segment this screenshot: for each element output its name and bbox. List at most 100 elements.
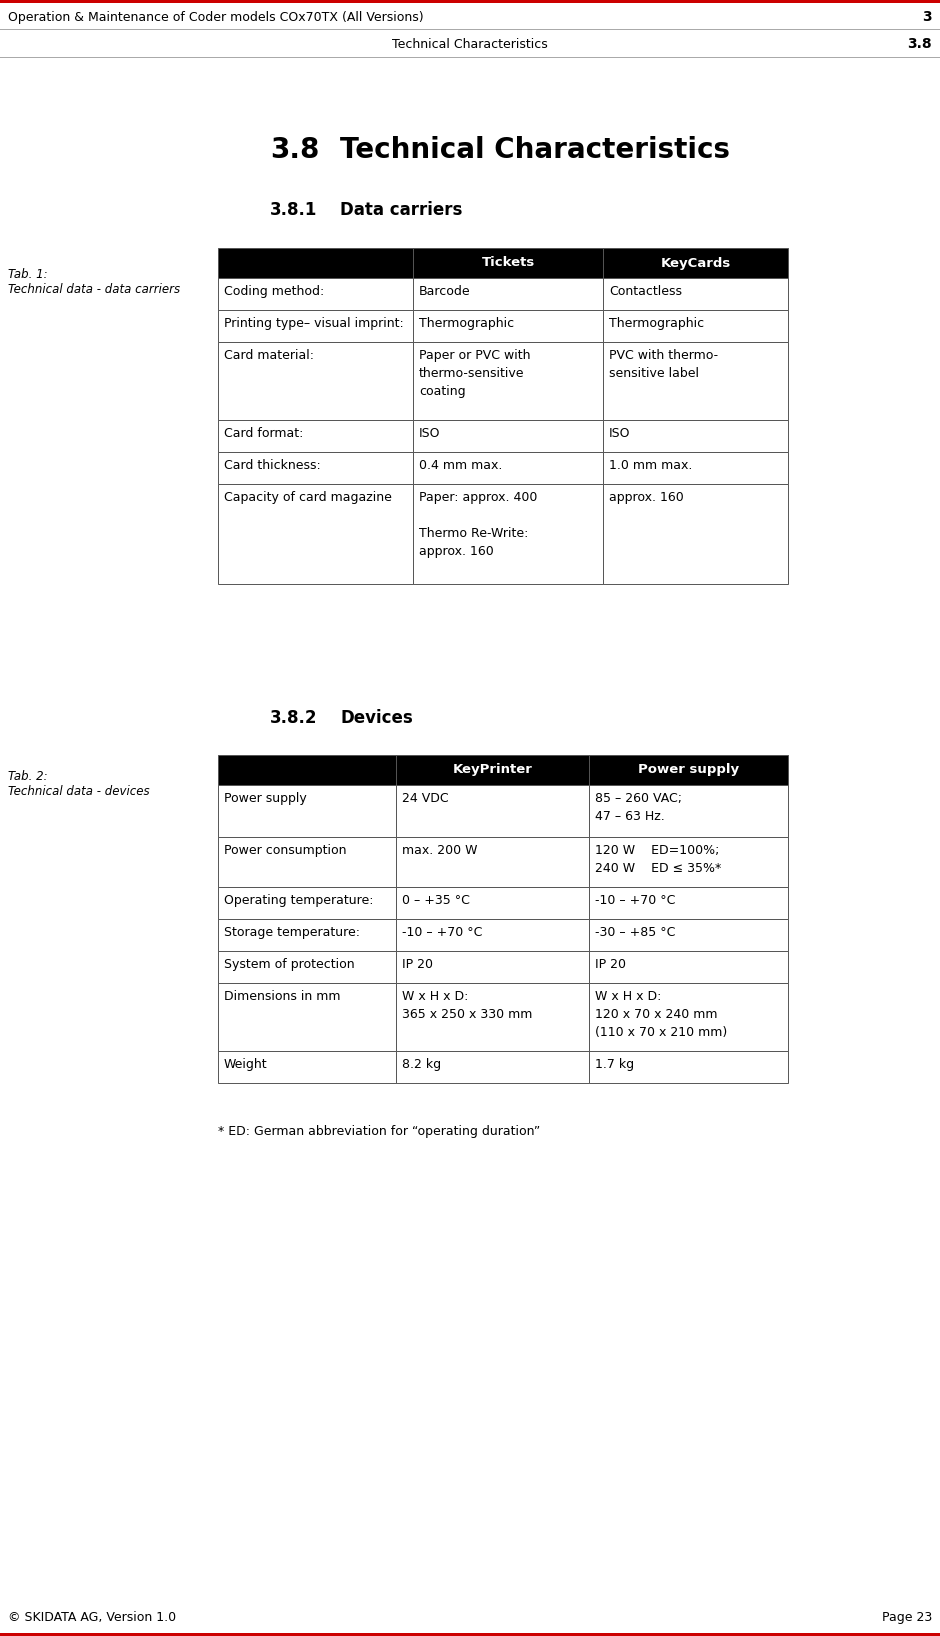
Text: max. 200 W: max. 200 W <box>402 844 478 857</box>
Bar <box>218 887 396 919</box>
Bar <box>0 1633 940 1636</box>
Bar <box>396 754 589 785</box>
Bar <box>589 887 788 919</box>
Bar <box>218 919 396 951</box>
Bar <box>589 754 788 785</box>
Bar <box>603 309 788 342</box>
Text: Technical data - data carriers: Technical data - data carriers <box>8 283 180 296</box>
Bar <box>589 983 788 1050</box>
Text: Tab. 2:: Tab. 2: <box>8 771 48 784</box>
Text: System of protection: System of protection <box>224 959 354 972</box>
Bar <box>218 754 396 785</box>
Text: Thermographic: Thermographic <box>419 317 514 330</box>
Text: 3.8.1: 3.8.1 <box>270 201 318 219</box>
Text: Devices: Devices <box>340 708 413 726</box>
Text: ISO: ISO <box>609 427 631 440</box>
Bar <box>603 342 788 420</box>
Bar <box>218 785 396 838</box>
Bar <box>413 309 603 342</box>
Bar <box>218 951 396 983</box>
Bar <box>589 1050 788 1083</box>
Text: Card format:: Card format: <box>224 427 304 440</box>
Text: Power consumption: Power consumption <box>224 844 347 857</box>
Text: Power supply: Power supply <box>224 792 306 805</box>
Bar <box>218 1050 396 1083</box>
Bar <box>396 887 589 919</box>
Text: Tickets: Tickets <box>481 257 535 270</box>
Bar <box>589 951 788 983</box>
Bar <box>218 420 413 452</box>
Bar <box>413 420 603 452</box>
Bar <box>218 309 413 342</box>
Bar <box>603 452 788 484</box>
Text: 0 – +35 °C: 0 – +35 °C <box>402 893 470 906</box>
Text: 24 VDC: 24 VDC <box>402 792 448 805</box>
Text: IP 20: IP 20 <box>402 959 433 972</box>
Text: Technical Characteristics: Technical Characteristics <box>392 38 548 51</box>
Text: 3.8.2: 3.8.2 <box>270 708 318 726</box>
Text: approx. 160: approx. 160 <box>609 491 683 504</box>
Text: ISO: ISO <box>419 427 441 440</box>
Bar <box>413 452 603 484</box>
Text: 85 – 260 VAC;
47 – 63 Hz.: 85 – 260 VAC; 47 – 63 Hz. <box>595 792 682 823</box>
Text: -10 – +70 °C: -10 – +70 °C <box>595 893 675 906</box>
Text: -10 – +70 °C: -10 – +70 °C <box>402 926 482 939</box>
Text: Thermographic: Thermographic <box>609 317 704 330</box>
Text: Page 23: Page 23 <box>882 1610 932 1623</box>
Bar <box>218 452 413 484</box>
Text: Capacity of card magazine: Capacity of card magazine <box>224 491 392 504</box>
Bar <box>413 484 603 584</box>
Text: KeyCards: KeyCards <box>661 257 730 270</box>
Bar <box>413 342 603 420</box>
Text: Storage temperature:: Storage temperature: <box>224 926 360 939</box>
Bar <box>218 983 396 1050</box>
Text: Operation & Maintenance of Coder models COx70TX (All Versions): Operation & Maintenance of Coder models … <box>8 10 424 23</box>
Bar <box>396 838 589 887</box>
Bar <box>413 278 603 309</box>
Bar <box>218 838 396 887</box>
Text: Paper: approx. 400

Thermo Re-Write:
approx. 160: Paper: approx. 400 Thermo Re-Write: appr… <box>419 491 538 558</box>
Text: Coding method:: Coding method: <box>224 285 324 298</box>
Bar <box>218 249 413 278</box>
Text: Power supply: Power supply <box>638 764 739 777</box>
Text: W x H x D:
120 x 70 x 240 mm
(110 x 70 x 210 mm): W x H x D: 120 x 70 x 240 mm (110 x 70 x… <box>595 990 728 1039</box>
Text: Paper or PVC with
thermo-sensitive
coating: Paper or PVC with thermo-sensitive coati… <box>419 348 530 398</box>
Text: IP 20: IP 20 <box>595 959 626 972</box>
Text: W x H x D:
365 x 250 x 330 mm: W x H x D: 365 x 250 x 330 mm <box>402 990 532 1021</box>
Bar <box>396 1050 589 1083</box>
Bar <box>603 484 788 584</box>
Bar <box>0 0 940 3</box>
Bar <box>396 785 589 838</box>
Bar <box>396 983 589 1050</box>
Text: 3: 3 <box>922 10 932 25</box>
Bar <box>413 249 603 278</box>
Text: Printing type– visual imprint:: Printing type– visual imprint: <box>224 317 404 330</box>
Text: Tab. 1:: Tab. 1: <box>8 268 48 281</box>
Text: Weight: Weight <box>224 1058 268 1072</box>
Text: Technical Characteristics: Technical Characteristics <box>340 136 730 164</box>
Bar <box>589 919 788 951</box>
Text: Data carriers: Data carriers <box>340 201 462 219</box>
Bar <box>589 838 788 887</box>
Text: Dimensions in mm: Dimensions in mm <box>224 990 340 1003</box>
Text: 3.8: 3.8 <box>907 38 932 51</box>
Bar <box>218 342 413 420</box>
Text: 8.2 kg: 8.2 kg <box>402 1058 441 1072</box>
Text: 120 W    ED=100%;
240 W    ED ≤ 35%*: 120 W ED=100%; 240 W ED ≤ 35%* <box>595 844 721 875</box>
Bar <box>603 278 788 309</box>
Bar <box>603 420 788 452</box>
Text: PVC with thermo-
sensitive label: PVC with thermo- sensitive label <box>609 348 718 380</box>
Bar <box>396 919 589 951</box>
Bar <box>218 278 413 309</box>
Bar <box>603 249 788 278</box>
Text: Contactless: Contactless <box>609 285 682 298</box>
Text: Card thickness:: Card thickness: <box>224 460 321 473</box>
Bar <box>589 785 788 838</box>
Text: Technical data - devices: Technical data - devices <box>8 785 149 798</box>
Text: © SKIDATA AG, Version 1.0: © SKIDATA AG, Version 1.0 <box>8 1610 176 1623</box>
Bar <box>218 484 413 584</box>
Text: -30 – +85 °C: -30 – +85 °C <box>595 926 675 939</box>
Text: 0.4 mm max.: 0.4 mm max. <box>419 460 502 473</box>
Text: 1.7 kg: 1.7 kg <box>595 1058 634 1072</box>
Text: 3.8: 3.8 <box>270 136 320 164</box>
